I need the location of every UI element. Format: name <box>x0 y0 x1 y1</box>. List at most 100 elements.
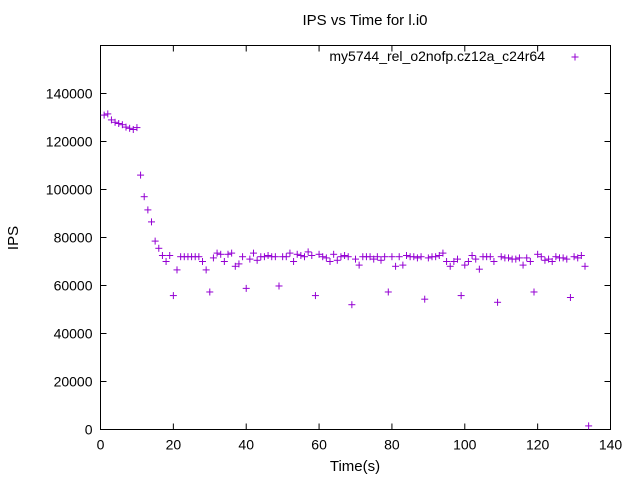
chart-title: IPS vs Time for l.i0 <box>302 12 427 29</box>
data-point <box>472 255 480 263</box>
data-point <box>552 253 560 261</box>
data-point <box>526 258 534 265</box>
data-point <box>450 258 458 265</box>
data-point <box>162 258 170 265</box>
x-tick-label: 140 <box>599 437 623 453</box>
y-tick-label: 80000 <box>54 230 93 246</box>
data-point <box>494 298 502 306</box>
data-point <box>348 301 356 309</box>
data-point <box>111 118 119 126</box>
data-point <box>282 253 290 261</box>
y-tick-label: 40000 <box>54 326 93 342</box>
data-point <box>195 253 203 261</box>
data-point <box>133 124 141 132</box>
data-point <box>443 258 451 265</box>
data-point <box>224 250 232 258</box>
data-point <box>490 258 498 265</box>
data-point <box>239 253 247 261</box>
data-point <box>577 252 585 259</box>
legend-marker-glyph <box>571 53 579 61</box>
data-point <box>122 123 130 131</box>
plot-frame <box>100 45 611 430</box>
data-point <box>388 253 396 261</box>
data-point <box>566 294 574 301</box>
data-point <box>155 244 163 252</box>
data-point <box>548 258 556 265</box>
x-axis-ticks: 0 20 40 60 80 100 120 140 <box>97 45 623 453</box>
data-point <box>148 218 155 226</box>
data-point <box>242 284 250 292</box>
data-point <box>530 288 538 296</box>
x-tick-label: 0 <box>97 437 105 453</box>
data-point <box>373 253 381 261</box>
data-point <box>308 252 316 259</box>
data-point <box>381 253 389 261</box>
data-point <box>158 252 166 259</box>
data-point <box>446 262 454 270</box>
data-point <box>581 262 589 270</box>
y-axis-label: IPS <box>5 226 22 250</box>
data-point <box>137 171 145 179</box>
x-tick-label: 40 <box>238 437 254 453</box>
data-point <box>410 253 418 261</box>
data-point <box>253 256 261 264</box>
data-point <box>377 256 385 264</box>
data-point <box>519 261 527 269</box>
data-point <box>355 261 363 269</box>
data-point <box>515 254 523 262</box>
data-points <box>100 110 593 430</box>
data-point <box>115 120 123 127</box>
data-point <box>344 253 352 261</box>
data-point <box>497 253 505 261</box>
data-point <box>330 250 338 258</box>
data-point <box>537 253 545 261</box>
data-point <box>366 253 374 261</box>
data-point <box>209 254 217 262</box>
data-point <box>326 258 334 265</box>
data-point <box>290 258 298 265</box>
x-tick-label: 60 <box>311 437 327 453</box>
data-point <box>202 266 210 274</box>
data-point <box>523 254 531 262</box>
data-point <box>424 254 432 262</box>
y-tick-label: 0 <box>85 422 93 438</box>
data-point <box>293 250 301 258</box>
data-point <box>475 265 483 273</box>
y-tick-label: 120000 <box>46 134 93 150</box>
data-point <box>264 252 272 259</box>
data-point <box>231 262 239 270</box>
data-point <box>563 255 571 263</box>
data-point <box>454 255 461 263</box>
data-point <box>505 254 512 262</box>
data-point <box>545 255 553 263</box>
y-tick-label: 100000 <box>46 182 93 198</box>
x-tick-label: 100 <box>453 437 477 453</box>
y-tick-label: 140000 <box>46 86 93 102</box>
data-point <box>144 206 152 214</box>
data-point <box>341 252 349 259</box>
data-point <box>399 261 407 269</box>
data-point <box>461 261 469 269</box>
data-point <box>395 253 403 261</box>
data-point <box>457 292 465 300</box>
data-point <box>311 292 319 300</box>
data-point <box>413 254 421 262</box>
data-point <box>173 266 181 274</box>
data-point <box>333 256 341 264</box>
data-point <box>421 295 429 303</box>
data-point <box>384 288 392 296</box>
x-tick-label: 120 <box>526 437 550 453</box>
data-point <box>100 111 108 119</box>
data-point <box>432 253 440 261</box>
data-point <box>275 282 283 290</box>
data-point <box>151 237 159 245</box>
data-point <box>301 253 308 261</box>
data-point <box>260 253 268 261</box>
data-point <box>297 252 305 259</box>
data-point <box>228 249 236 257</box>
data-point <box>104 110 112 118</box>
data-point <box>286 249 294 257</box>
legend-label: my5744_rel_o2nofp.cz12a_c24r64 <box>329 48 545 64</box>
data-point <box>213 249 221 257</box>
